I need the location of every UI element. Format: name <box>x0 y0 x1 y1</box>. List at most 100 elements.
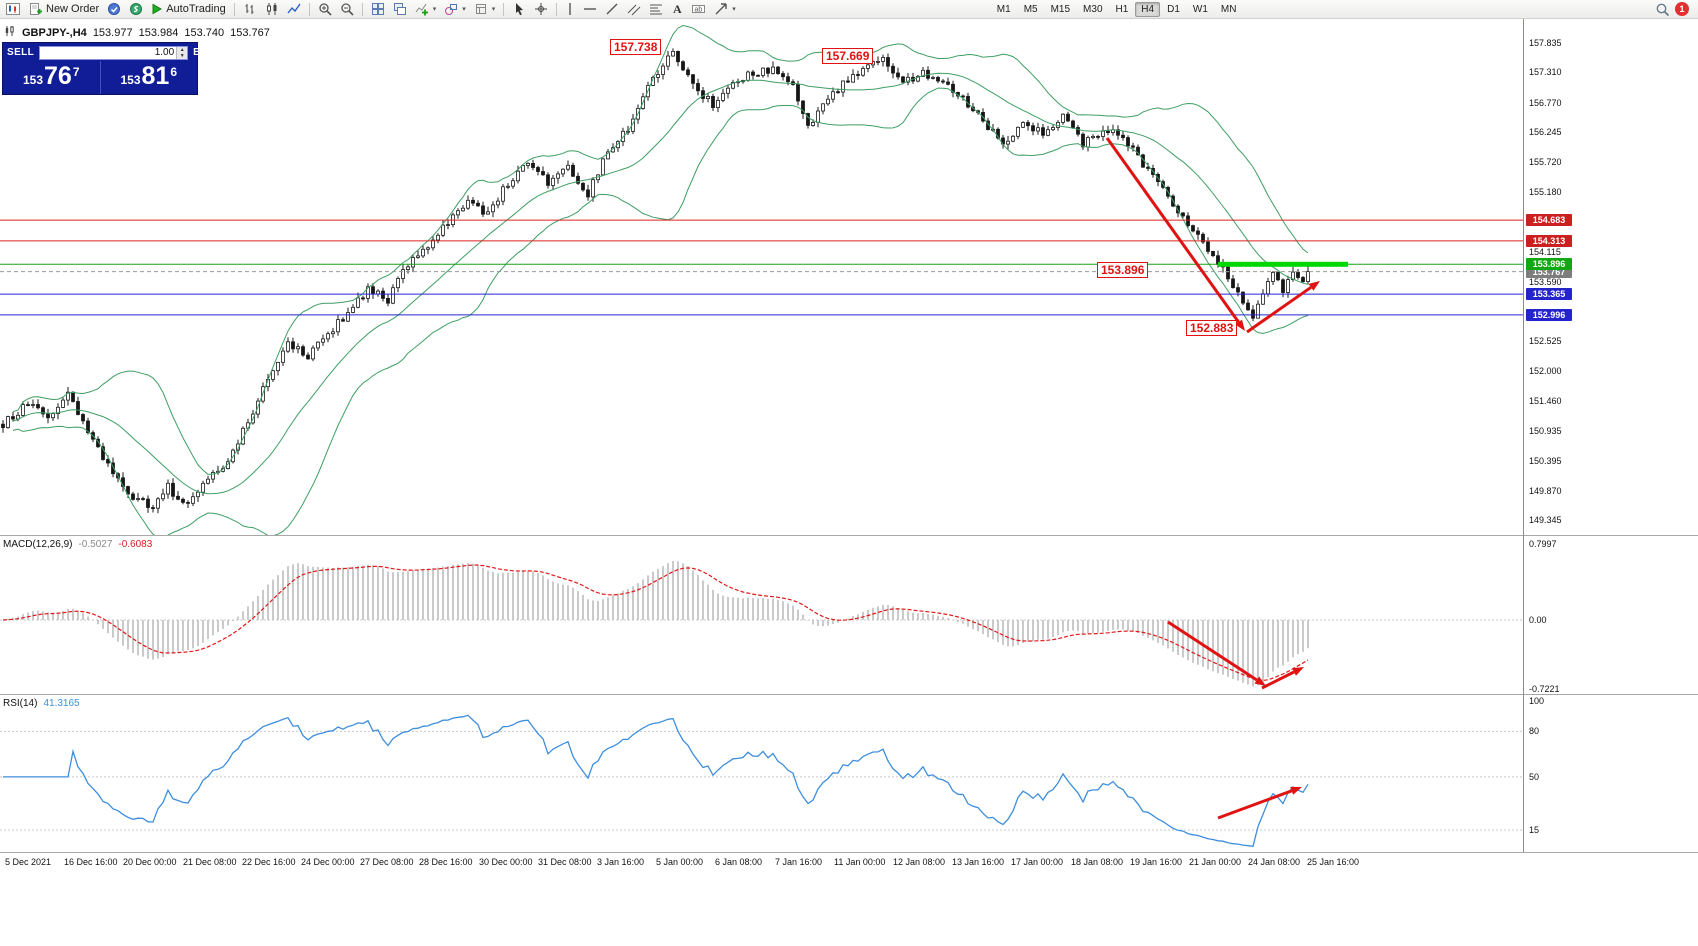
support-zone-line[interactable] <box>1218 261 1348 267</box>
time-axis-label: 3 Jan 16:00 <box>597 857 645 867</box>
objects-menu-button[interactable]: ▾ <box>441 1 469 17</box>
text-label-tool-icon[interactable]: ab <box>688 1 709 17</box>
trend-arrow[interactable] <box>1105 137 1240 323</box>
time-axis: 5 Dec 2021 16 Dec 16:00 20 Dec 00:00 21 Dec… <box>0 853 1698 871</box>
time-axis-label: 27 Dec 08:00 <box>360 857 414 867</box>
price-axis-label: 151.460 <box>1529 396 1562 406</box>
cursor-tool-icon[interactable] <box>509 1 529 17</box>
channel-tool-icon[interactable] <box>624 1 644 17</box>
price-chart-canvas[interactable] <box>0 19 1523 535</box>
timeframe-button-h1[interactable]: H1 <box>1115 3 1129 15</box>
rsi-name: RSI(14) <box>3 698 38 709</box>
volume-spinner[interactable]: ▲ ▼ <box>176 46 188 59</box>
price-badge-154.313: 154.313 <box>1526 235 1572 247</box>
timeframe-button-mn[interactable]: MN <box>1220 3 1237 15</box>
trend-arrow[interactable] <box>1167 620 1258 682</box>
search-icon[interactable] <box>1652 1 1673 17</box>
candlestick-chart-icon[interactable] <box>262 1 282 17</box>
autotrading-label: AutoTrading <box>166 3 226 15</box>
templates-menu-button[interactable]: ▾ <box>471 1 499 17</box>
time-axis-label: 5 Dec 2021 <box>5 857 52 867</box>
timeframe-button-m15[interactable]: M15 <box>1050 3 1071 15</box>
price-axis-label: 155.180 <box>1529 187 1562 197</box>
timeframe-button-d1[interactable]: D1 <box>1167 3 1180 15</box>
price-axis-label: 155.720 <box>1529 157 1562 167</box>
trend-arrow[interactable] <box>1246 286 1312 334</box>
autotrading-button[interactable]: AutoTrading <box>148 1 229 17</box>
svg-text:A: A <box>673 2 682 16</box>
trend-arrow[interactable] <box>1217 789 1293 820</box>
horizontal-line-tool-icon[interactable] <box>580 1 600 17</box>
trendline-tool-icon[interactable] <box>602 1 622 17</box>
macd-axis-label: 0.7997 <box>1529 539 1557 549</box>
timeframe-button-m5[interactable]: M5 <box>1023 3 1038 15</box>
time-axis-label: 31 Dec 08:00 <box>538 857 592 867</box>
text-tool-icon[interactable]: A <box>668 1 686 17</box>
price-annotation-152.883[interactable]: 152.883 <box>1186 320 1238 336</box>
price-axis-label: 152.525 <box>1529 336 1562 346</box>
crosshair-tool-icon[interactable] <box>531 1 551 17</box>
price-axis-label: 154.115 <box>1529 247 1561 257</box>
rsi-panel-canvas[interactable] <box>0 695 1523 852</box>
new-order-button[interactable]: New Order <box>26 1 102 17</box>
macd-panel-canvas[interactable] <box>0 536 1523 694</box>
price-axis: 157.835 157.310 156.770 156.245 155.720 155.1… <box>1524 0 1697 946</box>
timeframe-button-m30[interactable]: M30 <box>1083 3 1103 15</box>
panel-separator <box>0 852 1698 853</box>
fibonacci-tool-icon[interactable] <box>646 1 666 17</box>
timeframe-button-h4[interactable]: H4 <box>1135 1 1161 17</box>
panel-separator[interactable] <box>0 535 1698 536</box>
time-axis-label: 30 Dec 00:00 <box>479 857 533 867</box>
timeframe-button-w1[interactable]: W1 <box>1192 3 1208 15</box>
expert-advisors-icon[interactable] <box>104 1 124 17</box>
panel-separator[interactable] <box>0 694 1698 695</box>
cascade-windows-icon[interactable] <box>390 1 410 17</box>
ohlc-high: 153.984 <box>138 26 179 39</box>
scripts-icon[interactable] <box>126 1 146 17</box>
sell-label: SELL <box>7 47 35 58</box>
tile-windows-icon[interactable] <box>368 1 388 17</box>
bar-chart-icon[interactable] <box>240 1 260 17</box>
zoom-in-icon[interactable] <box>315 1 335 17</box>
time-axis-label: 28 Dec 16:00 <box>419 857 473 867</box>
ohlc-low: 153.740 <box>184 26 225 39</box>
time-axis-label: 11 Jan 00:00 <box>834 857 886 867</box>
sell-button[interactable]: 153 76 7 <box>3 61 101 94</box>
notifications-badge[interactable]: 1 <box>1675 2 1689 16</box>
timeframe-button-m1[interactable]: M1 <box>996 3 1011 15</box>
chevron-down-icon: ▾ <box>462 6 466 13</box>
indicators-menu-button[interactable]: ▾ <box>412 1 440 17</box>
bollinger-lower-band <box>12 87 1309 535</box>
time-axis-label: 24 Jan 08:00 <box>1248 857 1301 867</box>
spinner-up-icon[interactable]: ▲ <box>177 46 188 53</box>
chevron-down-icon: ▾ <box>491 6 496 13</box>
time-axis-label: 21 Jan 00:00 <box>1189 857 1242 867</box>
line-chart-icon[interactable] <box>284 1 304 17</box>
new-order-icon <box>29 2 43 16</box>
volume-input[interactable]: ▲ ▼ <box>39 45 189 60</box>
zoom-out-icon[interactable] <box>337 1 357 17</box>
price-annotation-157.738[interactable]: 157.738 <box>610 39 662 55</box>
price-axis-label: 149.345 <box>1529 515 1562 525</box>
new-chart-icon[interactable] <box>3 1 24 17</box>
price-annotation-153.896[interactable]: 153.896 <box>1097 262 1149 278</box>
trend-arrow[interactable] <box>1261 670 1295 690</box>
toolbar-separator <box>361 2 363 16</box>
vertical-line-tool-icon[interactable] <box>562 1 578 17</box>
buy-button[interactable]: 153 81 6 <box>101 61 198 94</box>
arrow-shapes-menu-button[interactable]: ▾ <box>711 1 739 17</box>
price-badge-152.996: 152.996 <box>1526 309 1572 321</box>
price-annotation-157.669[interactable]: 157.669 <box>822 48 874 64</box>
spinner-down-icon[interactable]: ▼ <box>177 52 188 59</box>
svg-text:ab: ab <box>695 7 703 14</box>
symbol-title: GBPJPY-,H4 <box>22 26 87 39</box>
toolbar-separator <box>308 2 310 16</box>
sell-price-big: 76 <box>44 62 72 90</box>
price-axis-border <box>1523 19 1524 852</box>
chevron-down-icon: ▾ <box>432 6 437 13</box>
rsi-axis-label: 80 <box>1529 726 1540 736</box>
buy-price-big: 81 <box>141 62 170 90</box>
time-axis-label: 20 Dec 00:00 <box>123 857 177 867</box>
volume-field[interactable] <box>40 46 177 59</box>
